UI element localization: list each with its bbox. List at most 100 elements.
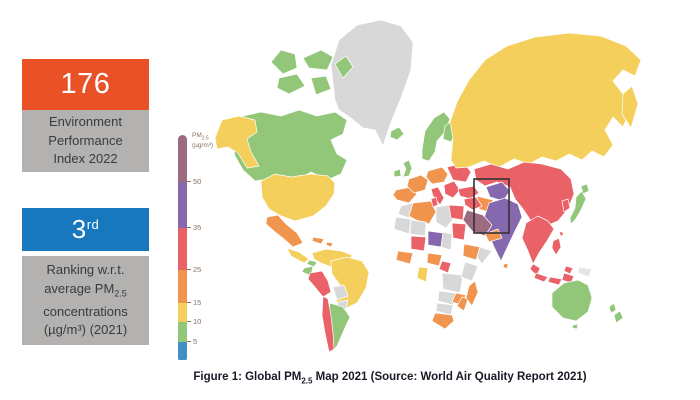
nigeria	[426, 252, 443, 267]
tasmania	[571, 323, 579, 330]
peru	[307, 270, 332, 298]
somalia	[476, 246, 493, 265]
canada	[228, 109, 348, 188]
north-america	[214, 19, 414, 268]
mali-north	[409, 219, 427, 237]
usa	[260, 173, 336, 222]
pm-subscript: 2.5	[114, 288, 127, 299]
legend-segment-15-25	[178, 270, 187, 303]
algeria	[408, 200, 437, 225]
new-zealand-south	[613, 310, 624, 324]
legend-segment-25-35	[178, 228, 187, 270]
russia	[449, 32, 642, 169]
niger	[427, 230, 444, 248]
sumatra	[533, 272, 549, 283]
legend-tick-25: 25	[187, 266, 201, 274]
ranking-value-suffix: rd	[86, 217, 100, 232]
uk	[402, 159, 413, 178]
philippines	[551, 237, 562, 256]
new-zealand-north	[608, 302, 617, 314]
legend-segment-5-10	[178, 322, 187, 342]
epi-label-line3: Index 2022	[53, 151, 118, 167]
canada-arctic-island-5	[334, 55, 354, 79]
java	[547, 276, 563, 286]
ranking-label-line4: (µg/m³) (2021)	[43, 322, 128, 338]
epi-label-line1: Environment	[49, 114, 122, 130]
epi-label-line2: Performance	[48, 132, 123, 148]
south-asia-highlight-rect	[473, 178, 510, 234]
europe	[389, 111, 472, 206]
cuba	[311, 236, 325, 245]
ranking-value-box: 3rd	[22, 208, 149, 251]
legend-tick-10: 10	[187, 318, 201, 326]
legend-tick-15: 15	[187, 299, 201, 307]
canada-arctic-island-4	[310, 75, 332, 96]
greenland	[330, 19, 414, 147]
australia	[551, 279, 593, 322]
central-europe	[425, 166, 449, 185]
ranking-label-line1: Ranking w.r.t.	[46, 262, 125, 278]
hokkaido	[580, 183, 590, 195]
papua-new-guinea	[577, 266, 593, 278]
sri-lanka	[502, 262, 509, 270]
tunisia	[430, 196, 439, 208]
mauritania-west-sahara	[393, 216, 412, 235]
legend-tick-5: 5	[187, 338, 197, 346]
legend-segment-35-50	[178, 182, 187, 228]
sulawesi	[563, 265, 574, 275]
south-africa	[431, 312, 455, 330]
south-america	[301, 248, 370, 353]
epi-value-box: 176	[22, 59, 149, 110]
taiwan	[558, 230, 565, 238]
chad	[440, 231, 453, 251]
cameroon	[438, 260, 452, 274]
mexico	[265, 214, 304, 248]
legend-tick-35: 35	[187, 224, 201, 232]
canada-arctic-island-3	[276, 73, 306, 95]
ranking-label-box: Ranking w.r.t. average PM2.5 concentrati…	[22, 256, 149, 345]
hispaniola	[325, 241, 334, 248]
legend-title: PM2.5 (µg/m³)	[192, 132, 214, 150]
legend-segment-under-5	[178, 342, 187, 360]
central-america	[286, 247, 310, 264]
libya	[435, 204, 455, 229]
kamchatka	[621, 85, 639, 129]
legend-color-bar	[178, 135, 187, 360]
angola	[437, 290, 457, 306]
caption-pm-subscript: 2.5	[301, 376, 313, 386]
ranking-label-line3: concentrations	[43, 303, 128, 319]
bolivia	[332, 284, 349, 301]
alaska	[214, 115, 260, 169]
iceland	[389, 126, 405, 141]
chile	[321, 295, 335, 353]
uzbekistan-central-asia	[485, 181, 511, 202]
ghana	[416, 266, 429, 283]
madagascar	[465, 280, 479, 307]
kenya-tanzania	[460, 261, 479, 282]
oceania	[551, 266, 624, 330]
epi-label-box: Environment Performance Index 2022	[22, 110, 149, 172]
balkans	[443, 180, 461, 199]
legend-segment-10-15	[178, 303, 187, 322]
myanmar-indochina	[521, 215, 555, 265]
mali-burkina	[410, 235, 427, 252]
ireland	[393, 168, 402, 178]
epi-value: 176	[60, 68, 111, 100]
italy	[430, 186, 445, 206]
sudan	[451, 222, 467, 241]
canada-arctic-island-1	[270, 49, 298, 75]
canada-arctic-island-2	[302, 49, 334, 71]
egypt	[448, 204, 465, 221]
legend-tick-50: 50	[187, 178, 201, 186]
france	[406, 174, 429, 194]
pm25-legend: PM2.5 (µg/m³) 50 35 25 15 10 5	[178, 130, 226, 362]
world-map-svg	[214, 19, 642, 353]
drc-central-africa	[441, 272, 464, 294]
panama	[306, 259, 318, 268]
ethiopia	[462, 243, 481, 261]
brazil	[330, 256, 370, 310]
ranking-label-line2: average PM2.5	[44, 280, 127, 299]
korea	[561, 198, 571, 213]
figure-caption: Figure 1: Global PM2.5 Map 2021 (Source:…	[193, 371, 587, 386]
africa	[393, 196, 493, 330]
